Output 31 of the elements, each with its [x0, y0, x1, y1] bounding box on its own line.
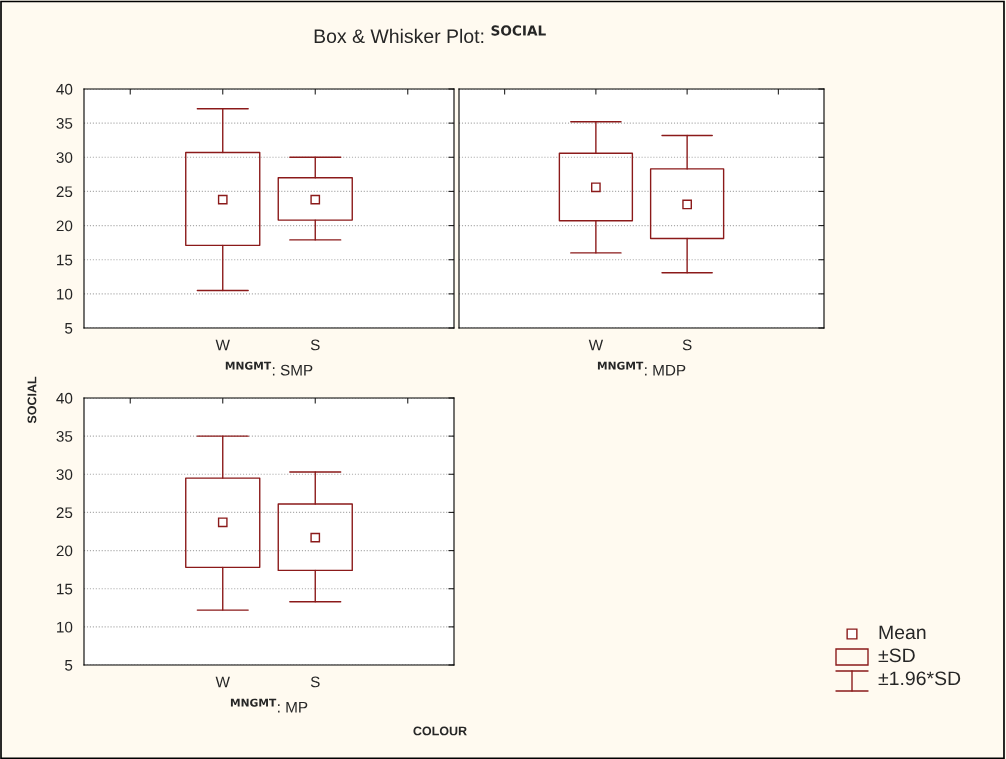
x-axis-title: $^{MNGMT}$: SMP — [225, 361, 313, 376]
text: ±1.96*SD — [878, 671, 961, 686]
y-tick-label: 5 — [65, 323, 73, 334]
x-axis-title: $^{MNGMT}$: MDP — [597, 361, 686, 376]
y-tick-label: 40 — [56, 83, 73, 95]
y-tick-label: 10 — [57, 621, 73, 633]
y-tick-label: 35 — [56, 118, 73, 129]
x-tick-label: S — [310, 676, 320, 688]
x-tick-label: W — [588, 339, 604, 351]
y-tick-label: 30 — [56, 469, 73, 480]
y-tick-label: 15 — [57, 254, 73, 266]
y-tick-label: 15 — [57, 583, 73, 595]
y-tick-label: 20 — [56, 545, 73, 557]
y-tick-label: 20 — [56, 220, 73, 232]
x-tick-label: S — [310, 339, 320, 351]
y-tick-label: 35 — [56, 431, 73, 442]
x-tick-label: W — [215, 676, 230, 688]
text: ±SD — [878, 648, 915, 663]
text: COLOUR — [413, 726, 467, 736]
y-axis-title: SOCIAL — [27, 376, 37, 424]
y-tick-label: 5 — [65, 660, 73, 671]
y-tick-label: 10 — [57, 288, 73, 300]
x-tick-label: W — [215, 339, 230, 351]
text: Mean — [879, 625, 926, 640]
y-tick-label: 40 — [56, 392, 73, 404]
y-tick-label: 25 — [56, 186, 73, 198]
text: Box & Whisker Plot: $^{SOCIAL}$ — [314, 25, 546, 44]
x-axis-title: $^{MNGMT}$: MP — [230, 698, 308, 713]
y-tick-label: 30 — [56, 152, 73, 163]
y-tick-label: 25 — [56, 507, 73, 519]
x-tick-label: S — [682, 339, 692, 351]
